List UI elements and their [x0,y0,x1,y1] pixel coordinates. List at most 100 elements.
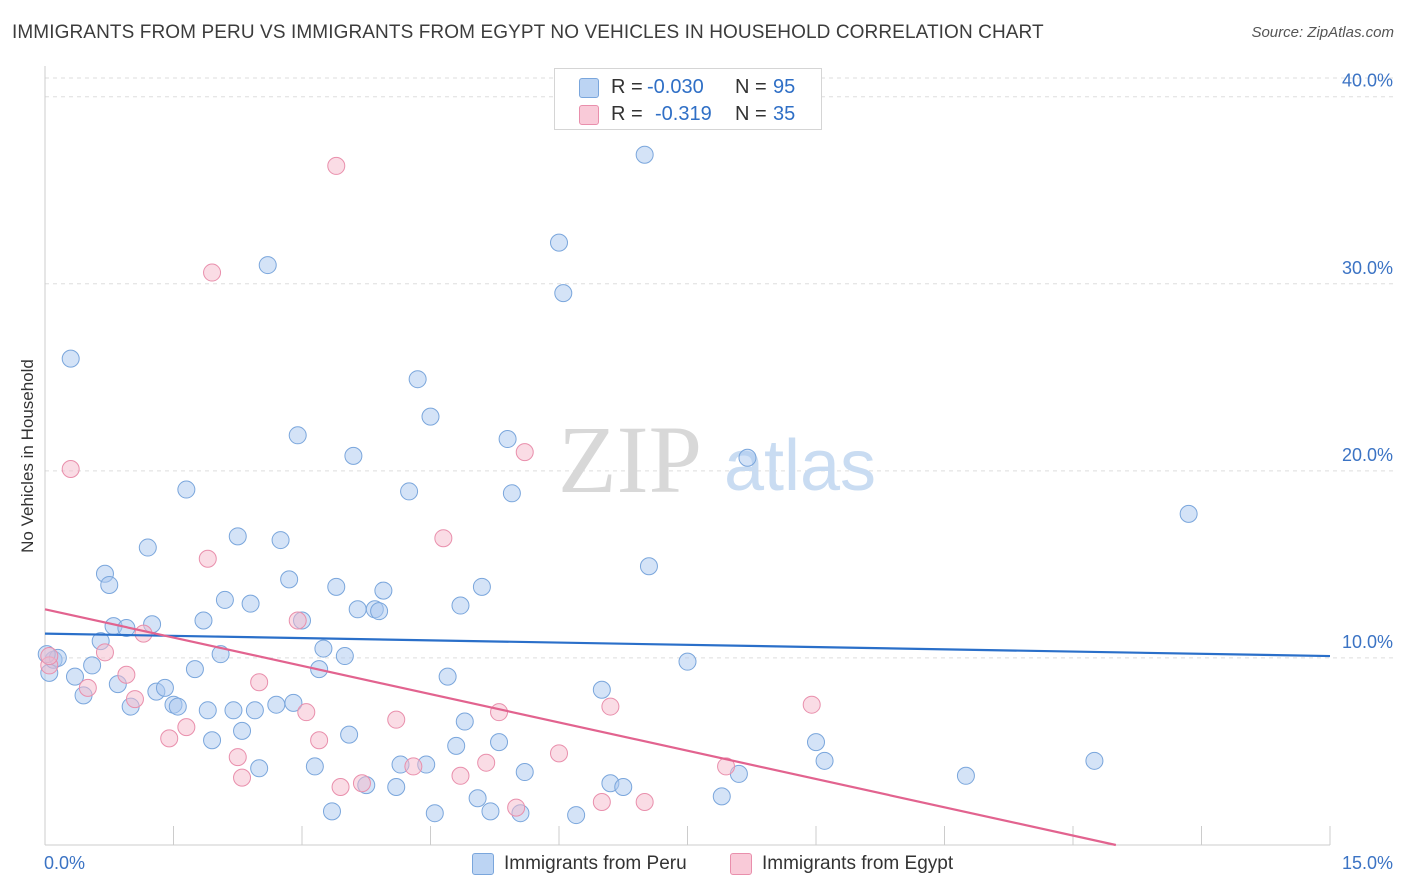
trend-line-egypt [44,608,1117,847]
data-point-peru [374,581,393,600]
tick-labels: 10.0% 20.0% 30.0% 40.0% 0.0% 15.0% [44,71,1393,873]
data-point-peru [280,570,299,589]
peru-swatch [579,78,599,98]
data-point-peru [421,407,440,426]
data-point-peru [185,660,204,679]
data-point-peru [245,701,264,720]
data-point-peru [65,667,84,686]
series-egypt [40,156,821,817]
data-point-peru [455,712,474,731]
data-point-peru [481,802,500,821]
data-point-egypt [233,768,252,787]
data-point-egypt [477,753,496,772]
data-point-peru [61,349,80,368]
gridlines [45,77,1395,659]
data-point-peru [438,667,457,686]
data-point-peru [271,531,290,550]
data-point-peru [344,446,363,465]
watermark: ZIP atlas [558,406,876,513]
data-point-egypt [125,690,144,709]
data-point-peru [550,233,568,252]
data-point-peru [228,527,247,546]
data-point-egypt [387,710,406,729]
stats-legend: R = -0.030 N = 95 R = -0.319 N = 35 [554,68,822,130]
r-label: R = [611,76,643,98]
data-point-peru [498,430,517,449]
data-point-peru [168,697,187,716]
data-point-peru [1085,751,1104,770]
data-point-egypt [297,703,316,722]
data-point-peru [451,596,470,615]
data-point-peru [322,802,341,821]
data-point-peru [305,757,324,776]
data-point-peru [327,577,346,596]
data-point-peru [425,804,444,823]
data-point-egypt [717,757,736,776]
trend-lines [44,608,1331,847]
data-point-peru [284,693,303,712]
data-point-egypt [451,766,470,785]
r-label: R = [611,103,643,125]
data-point-peru [807,733,825,752]
source-label: Source: ZipAtlas.com [1251,24,1394,41]
data-point-peru [348,600,367,619]
data-point-egypt [250,673,269,692]
egypt-swatch [579,105,599,125]
n-label: N = [735,103,767,125]
data-point-peru [515,763,534,782]
data-point-peru [340,725,359,744]
watermark-zip: ZIP [558,406,702,513]
data-point-egypt [203,263,222,282]
data-point-peru [639,557,658,576]
data-point-egypt [117,665,136,684]
data-point-peru [224,701,243,720]
data-point-peru [100,575,119,594]
data-point-egypt [404,757,423,776]
data-point-egypt [550,744,568,763]
data-point-peru [635,145,654,164]
data-point-peru [258,256,277,275]
data-point-egypt [434,529,453,548]
data-point-peru [241,594,260,613]
data-point-peru [400,482,419,501]
data-point-peru [83,656,102,675]
data-point-peru [1179,504,1198,523]
data-point-egypt [331,778,350,797]
data-point-egypt [198,549,217,568]
y-tick-label: 40.0% [1342,71,1393,91]
egypt-swatch [730,853,752,875]
data-point-egypt [40,647,59,666]
data-point-egypt [78,678,97,697]
y-tick-label: 30.0% [1342,258,1393,278]
data-point-peru [738,448,757,467]
data-point-peru [490,733,509,752]
y-axis-label: No Vehicles in Household [18,359,37,553]
data-point-egypt [160,729,179,748]
n-value: 95 [773,76,796,98]
data-point-peru [215,590,234,609]
y-tick-label: 10.0% [1342,632,1393,652]
chart-title: IMMIGRANTS FROM PERU VS IMMIGRANTS FROM … [12,22,1044,43]
data-point-egypt [228,748,247,767]
data-point-peru [447,736,466,755]
data-point-egypt [177,718,196,737]
trend-line-peru [44,632,1331,658]
data-point-peru [198,701,217,720]
data-point-egypt [507,798,526,817]
data-point-egypt [592,792,611,811]
data-point-peru [815,751,834,770]
n-value: 35 [773,103,796,125]
x-tick-label: 15.0% [1342,853,1393,873]
r-value: -0.319 [655,103,712,125]
data-point-peru [592,680,611,699]
data-point-peru [468,789,487,808]
data-point-peru [472,577,491,596]
data-point-egypt [327,156,346,175]
data-point-peru [177,480,196,499]
data-point-egypt [635,792,654,811]
data-point-peru [288,426,307,445]
legend-label: Immigrants from Egypt [762,853,954,874]
data-point-peru [194,611,213,630]
r-value: -0.030 [647,76,704,98]
